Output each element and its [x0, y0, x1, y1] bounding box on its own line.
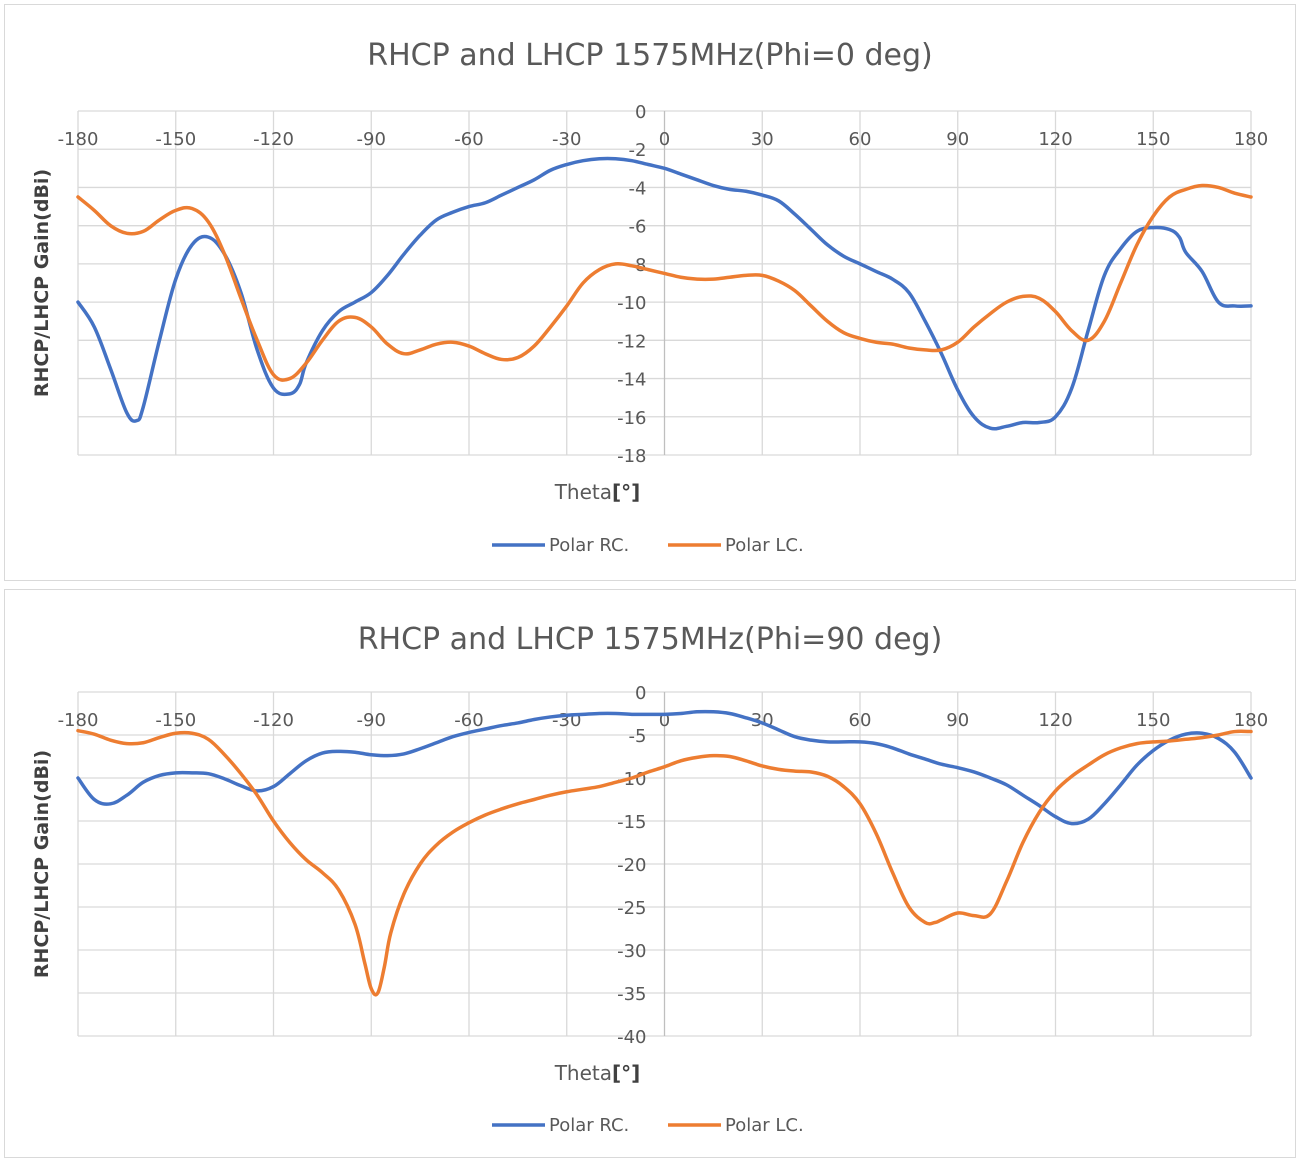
x-tick-label: -120 — [253, 710, 294, 731]
x-tick-label: -180 — [58, 129, 99, 150]
x-axis-title: Theta[°] — [554, 1061, 641, 1085]
y-tick-label: -30 — [617, 941, 646, 962]
y-tick-label: -12 — [617, 331, 646, 352]
y-tick-label: -40 — [617, 1027, 646, 1048]
y-tick-label: -10 — [617, 293, 646, 314]
x-tick-label: -150 — [155, 129, 196, 150]
y-tick-label: -2 — [629, 140, 647, 161]
series-line-polar-rc — [76, 709, 1253, 826]
series-line-polar-lc — [76, 183, 1253, 382]
chart-phi-90: RHCP and LHCP 1575MHz(Phi=90 deg)0-5-10-… — [31, 622, 1268, 1136]
x-tick-label: 120 — [1038, 710, 1072, 731]
gridlines — [77, 110, 1252, 456]
y-tick-label: -35 — [617, 984, 646, 1005]
y-tick-label: -4 — [629, 178, 647, 199]
x-tick-label: 150 — [1136, 129, 1170, 150]
y-tick-label: 0 — [635, 102, 646, 123]
y-tick-label: 0 — [635, 683, 646, 704]
x-tick-label: -180 — [58, 710, 99, 731]
x-tick-label: 150 — [1136, 710, 1170, 731]
chart-panel-phi-90: RHCP and LHCP 1575MHz(Phi=90 deg) 0 -5 -10-… — [4, 589, 1296, 1158]
gridlines — [77, 691, 1252, 1037]
y-tick-label: -5 — [629, 726, 647, 747]
x-tick-label: -60 — [454, 129, 483, 150]
x-tick-label: 90 — [946, 129, 969, 150]
chart-title: RHCP and LHCP 1575MHz(Phi=0 deg) — [367, 38, 933, 73]
y-tick-label: -20 — [617, 855, 646, 876]
y-tick-label: -18 — [617, 446, 646, 467]
chart-panel-phi-0: RHCP and LHCP 1575MHz(Phi=0 deg) 0 -2 -4 -6 -… — [4, 4, 1296, 581]
legend: Polar RC. Polar LC. — [492, 1115, 804, 1136]
x-tick-label: -60 — [454, 710, 483, 731]
legend-label-polar-rc: Polar RC. — [549, 1115, 629, 1136]
series-line-polar-lc — [76, 728, 1253, 997]
x-axis-title: Theta[°] — [554, 480, 641, 504]
series-line-polar-rc — [76, 156, 1253, 431]
x-tick-label: -30 — [552, 129, 581, 150]
x-tick-label: 120 — [1038, 129, 1072, 150]
y-tick-label: -14 — [617, 370, 646, 391]
y-tick-label: -25 — [617, 898, 646, 919]
legend-label-polar-lc: Polar LC. — [725, 1115, 804, 1136]
x-tick-label: 180 — [1234, 129, 1268, 150]
y-axis-title: RHCP/LHCP Gain(dBi) — [31, 169, 53, 397]
legend-label-polar-lc: Polar LC. — [725, 535, 804, 556]
y-tick-label: -6 — [629, 217, 647, 238]
x-tick-label: 180 — [1234, 710, 1268, 731]
x-tick-label: 30 — [751, 129, 774, 150]
chart-phi-0: RHCP and LHCP 1575MHz(Phi=0 deg) 0 -2 -4 -6 -… — [31, 38, 1268, 556]
legend-label-polar-rc: Polar RC. — [549, 535, 629, 556]
x-tick-label: 60 — [849, 710, 872, 731]
x-tick-label: 90 — [946, 710, 969, 731]
y-tick-label: -16 — [617, 408, 646, 429]
x-tick-label: 0 — [659, 710, 670, 731]
x-tick-label: -150 — [155, 710, 196, 731]
y-tick-label: -15 — [617, 812, 646, 833]
x-tick-label: -90 — [357, 710, 386, 731]
legend: Polar RC. Polar LC. — [492, 535, 804, 556]
chart-title: RHCP and LHCP 1575MHz(Phi=90 deg) — [358, 622, 943, 657]
x-tick-label: -90 — [357, 129, 386, 150]
x-tick-label: 60 — [849, 129, 872, 150]
x-tick-label: -120 — [253, 129, 294, 150]
y-axis-title: RHCP/LHCP Gain(dBi) — [31, 750, 53, 978]
x-tick-label: 0 — [659, 129, 670, 150]
